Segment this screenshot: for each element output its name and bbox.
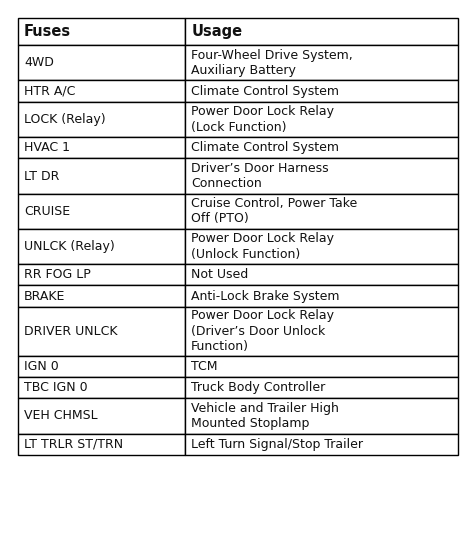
Text: Fuses: Fuses xyxy=(24,24,71,39)
Bar xyxy=(185,264,458,285)
Bar xyxy=(18,399,185,434)
Bar xyxy=(185,137,458,158)
Bar xyxy=(18,229,185,264)
Bar xyxy=(18,45,185,80)
Bar xyxy=(185,307,458,356)
Bar xyxy=(18,137,185,158)
Text: Truck Body Controller: Truck Body Controller xyxy=(191,381,326,394)
Text: Vehicle and Trailer High
Mounted Stoplamp: Vehicle and Trailer High Mounted Stoplam… xyxy=(191,402,339,430)
Text: DRIVER UNLCK: DRIVER UNLCK xyxy=(24,325,118,338)
Bar xyxy=(185,377,458,399)
Text: Left Turn Signal/Stop Trailer: Left Turn Signal/Stop Trailer xyxy=(191,438,363,451)
Text: HTR A/C: HTR A/C xyxy=(24,84,75,98)
Text: LOCK (Relay): LOCK (Relay) xyxy=(24,113,106,126)
Text: Usage: Usage xyxy=(191,24,242,39)
Text: RR FOG LP: RR FOG LP xyxy=(24,268,91,281)
Text: UNLCK (Relay): UNLCK (Relay) xyxy=(24,240,115,253)
Bar xyxy=(18,80,185,102)
Bar xyxy=(185,45,458,80)
Bar xyxy=(185,193,458,229)
Bar xyxy=(18,102,185,137)
Text: Climate Control System: Climate Control System xyxy=(191,84,339,98)
Text: Four-Wheel Drive System,
Auxiliary Battery: Four-Wheel Drive System, Auxiliary Batte… xyxy=(191,49,353,77)
Bar xyxy=(18,434,185,455)
Text: Power Door Lock Relay
(Lock Function): Power Door Lock Relay (Lock Function) xyxy=(191,105,334,134)
Text: HVAC 1: HVAC 1 xyxy=(24,141,70,154)
Bar xyxy=(18,377,185,399)
Text: Power Door Lock Relay
(Unlock Function): Power Door Lock Relay (Unlock Function) xyxy=(191,232,334,260)
Text: BRAKE: BRAKE xyxy=(24,290,65,302)
Bar xyxy=(185,434,458,455)
Bar xyxy=(185,80,458,102)
Text: TBC IGN 0: TBC IGN 0 xyxy=(24,381,88,394)
Text: Not Used: Not Used xyxy=(191,268,248,281)
Text: TCM: TCM xyxy=(191,360,218,373)
Bar xyxy=(18,18,185,45)
Bar xyxy=(18,193,185,229)
Text: LT TRLR ST/TRN: LT TRLR ST/TRN xyxy=(24,438,123,451)
Bar xyxy=(185,18,458,45)
Bar xyxy=(18,158,185,193)
Text: Power Door Lock Relay
(Driver’s Door Unlock
Function): Power Door Lock Relay (Driver’s Door Unl… xyxy=(191,309,334,353)
Bar xyxy=(185,399,458,434)
Bar xyxy=(185,285,458,307)
Bar xyxy=(185,229,458,264)
Text: Climate Control System: Climate Control System xyxy=(191,141,339,154)
Bar xyxy=(185,158,458,193)
Text: Cruise Control, Power Take
Off (PTO): Cruise Control, Power Take Off (PTO) xyxy=(191,197,357,225)
Bar xyxy=(185,356,458,377)
Text: Anti-Lock Brake System: Anti-Lock Brake System xyxy=(191,290,340,302)
Bar xyxy=(18,356,185,377)
Text: VEH CHMSL: VEH CHMSL xyxy=(24,410,98,423)
Text: LT DR: LT DR xyxy=(24,169,59,183)
Text: 4WD: 4WD xyxy=(24,56,54,69)
Bar xyxy=(185,102,458,137)
Text: Driver’s Door Harness
Connection: Driver’s Door Harness Connection xyxy=(191,162,329,190)
Text: CRUISE: CRUISE xyxy=(24,205,70,217)
Bar xyxy=(18,307,185,356)
Bar xyxy=(18,285,185,307)
Bar xyxy=(18,264,185,285)
Text: IGN 0: IGN 0 xyxy=(24,360,59,373)
